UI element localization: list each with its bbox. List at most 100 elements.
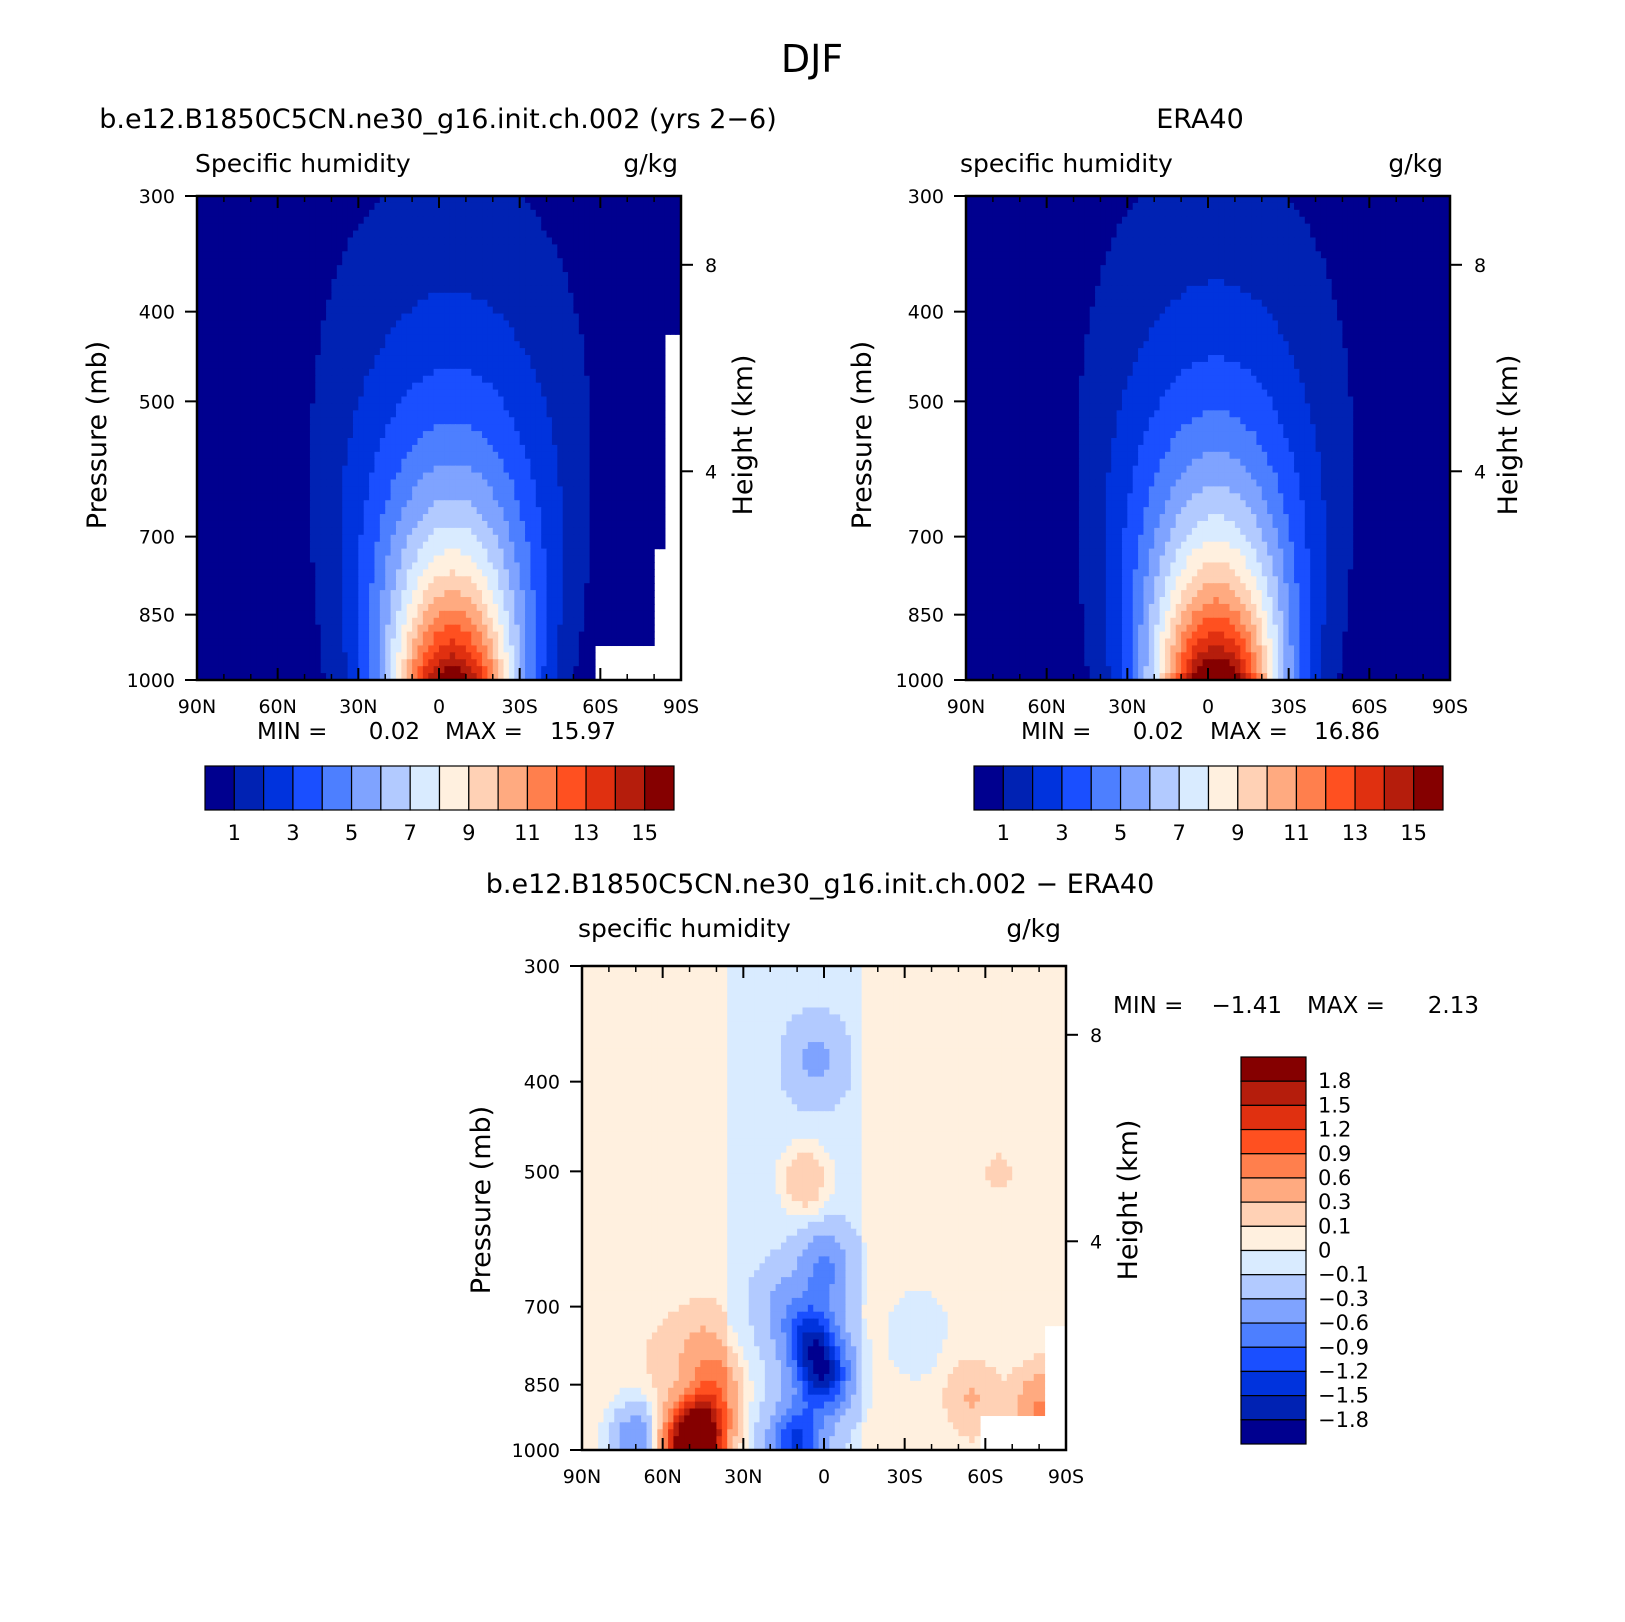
field-cell	[218, 534, 225, 543]
field-cell	[336, 258, 343, 266]
field-cell	[578, 320, 585, 328]
field-cell	[444, 375, 451, 384]
field-cell	[428, 216, 435, 225]
field-cell	[256, 196, 263, 204]
field-cell	[632, 216, 639, 225]
field-cell	[358, 278, 365, 287]
field-cell	[401, 209, 408, 218]
field-cell	[363, 251, 370, 259]
field-cell	[401, 583, 408, 591]
field-cell	[369, 424, 376, 432]
field-cell	[654, 196, 661, 204]
field-cell	[433, 424, 440, 432]
field-cell	[256, 417, 263, 425]
field-cell	[256, 486, 263, 494]
field-cell	[546, 403, 553, 411]
field-cell	[369, 320, 376, 328]
field-cell	[616, 244, 623, 252]
field-cell	[654, 292, 661, 301]
field-cell	[637, 306, 644, 315]
field-cell	[637, 355, 644, 363]
field-cell	[503, 500, 510, 508]
field-cell	[578, 569, 585, 577]
field-cell	[352, 327, 359, 335]
field-cell	[541, 278, 548, 287]
field-cell	[616, 202, 623, 211]
field-cell	[309, 292, 316, 301]
field-cell	[363, 486, 370, 494]
field-cell	[551, 583, 558, 591]
field-cell	[611, 272, 618, 280]
field-cell	[519, 375, 526, 384]
field-cell	[562, 272, 569, 280]
field-cell	[487, 562, 494, 570]
field-cell	[460, 272, 467, 280]
field-cell	[439, 237, 445, 245]
field-cell	[546, 375, 553, 384]
field-cell	[390, 216, 397, 225]
field-cell	[637, 520, 644, 529]
field-cell	[503, 458, 510, 467]
field-cell	[223, 320, 230, 328]
field-cell	[557, 278, 564, 287]
field-cell	[519, 534, 526, 543]
field-cell	[385, 541, 392, 550]
field-cell	[455, 527, 462, 536]
field-cell	[197, 458, 203, 467]
field-cell	[498, 507, 505, 515]
field-cell	[562, 514, 569, 522]
field-cell	[568, 361, 575, 370]
field-cell	[492, 306, 499, 315]
field-cell	[309, 299, 316, 308]
field-cell	[605, 355, 612, 363]
field-cell	[573, 306, 580, 315]
field-cell	[369, 438, 376, 446]
field-cell	[471, 278, 478, 287]
field-cell	[557, 555, 564, 564]
field-cell	[621, 431, 628, 439]
field-cell	[342, 562, 349, 570]
field-cell	[234, 292, 241, 301]
field-cell	[439, 548, 445, 557]
field-cell	[369, 230, 376, 239]
field-cell	[283, 520, 290, 529]
field-cell	[369, 486, 376, 494]
field-cell	[223, 431, 230, 439]
field-cell	[207, 382, 214, 391]
field-cell	[315, 272, 322, 280]
field-cell	[223, 299, 230, 308]
field-cell	[621, 361, 628, 370]
field-cell	[218, 458, 225, 467]
field-cell	[659, 410, 666, 418]
field-cell	[213, 196, 220, 204]
field-cell	[417, 320, 424, 328]
field-cell	[374, 410, 381, 418]
field-cell	[584, 458, 591, 467]
field-cell	[476, 520, 483, 529]
field-cell	[261, 514, 268, 522]
field-cell	[390, 202, 397, 211]
field-cell	[293, 202, 300, 211]
field-cell	[342, 299, 349, 308]
field-cell	[659, 417, 666, 425]
field-cell	[444, 244, 451, 252]
field-cell	[261, 438, 268, 446]
field-cell	[460, 258, 467, 266]
field-cell	[600, 389, 607, 398]
field-cell	[627, 258, 634, 266]
field-cell	[444, 382, 451, 391]
field-cell	[229, 541, 236, 550]
field-cell	[261, 237, 268, 245]
field-cell	[557, 541, 564, 550]
field-cell	[611, 479, 618, 487]
field-cell	[288, 479, 295, 487]
field-cell	[395, 410, 402, 418]
field-cell	[272, 507, 279, 515]
field-cell	[395, 493, 402, 501]
field-cell	[363, 209, 370, 218]
field-cell	[433, 444, 440, 453]
field-cell	[541, 500, 548, 508]
field-cell	[455, 251, 462, 259]
field-cell	[482, 444, 488, 453]
field-cell	[240, 320, 246, 328]
